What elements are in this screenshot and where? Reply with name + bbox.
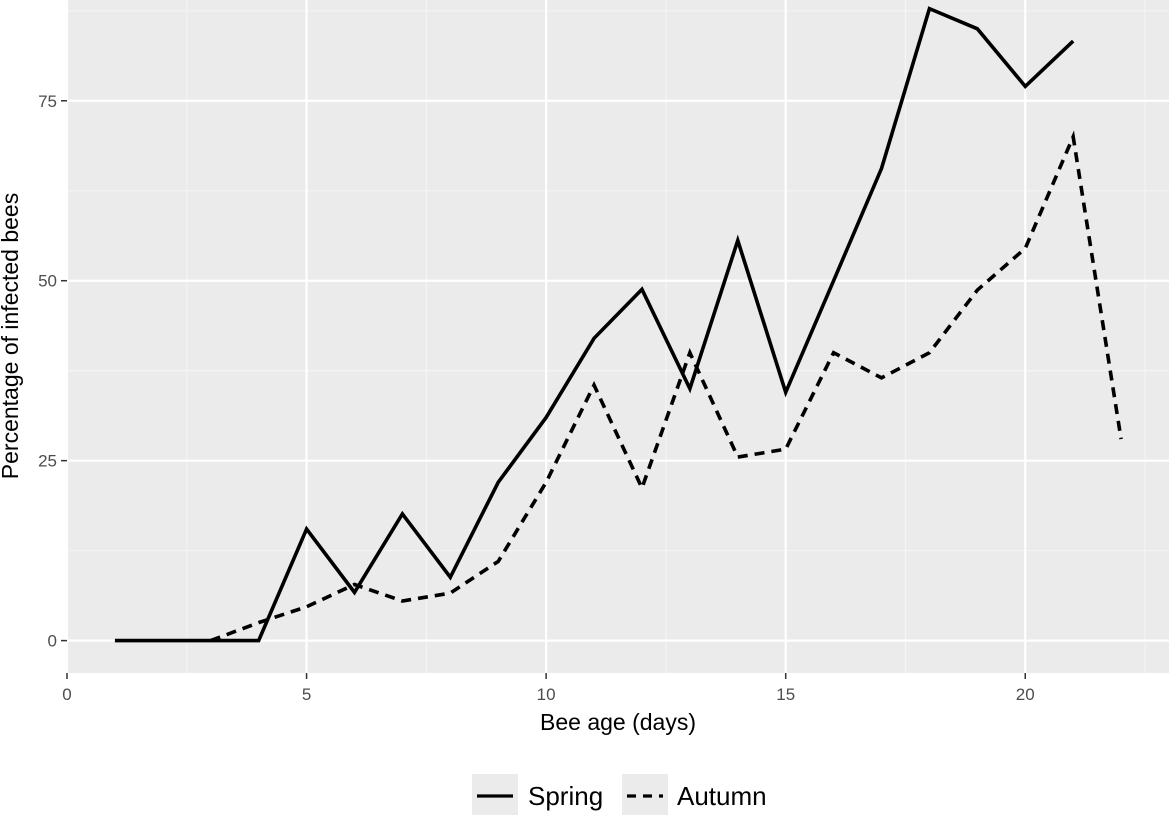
x-axis-title: Bee age (days) bbox=[540, 709, 696, 735]
plot-panel bbox=[67, 0, 1169, 673]
y-tick-label: 50 bbox=[38, 272, 57, 291]
x-tick-label: 10 bbox=[537, 685, 556, 704]
y-axis-title: Percentage of infected bees bbox=[0, 193, 23, 479]
series-layer bbox=[114, 6, 1123, 643]
legend-label-autumn: Autumn bbox=[677, 781, 767, 811]
y-tick-label: 0 bbox=[48, 632, 57, 651]
series-line-autumn bbox=[210, 130, 1123, 643]
x-tick-label: 15 bbox=[776, 685, 795, 704]
x-tick-label: 5 bbox=[302, 685, 311, 704]
x-tick-label: 0 bbox=[62, 685, 71, 704]
legend-label-spring: Spring bbox=[528, 781, 603, 811]
y-tick-label: 25 bbox=[38, 452, 57, 471]
major-gridlines bbox=[65, 0, 1169, 673]
axis-ticks: 0 5 10 15 20 0 25 50 75 bbox=[38, 92, 1035, 704]
legend: Spring Autumn bbox=[472, 774, 767, 815]
y-tick-label: 75 bbox=[38, 92, 57, 111]
x-tick-label: 20 bbox=[1016, 685, 1035, 704]
series-line-spring bbox=[114, 6, 1075, 643]
